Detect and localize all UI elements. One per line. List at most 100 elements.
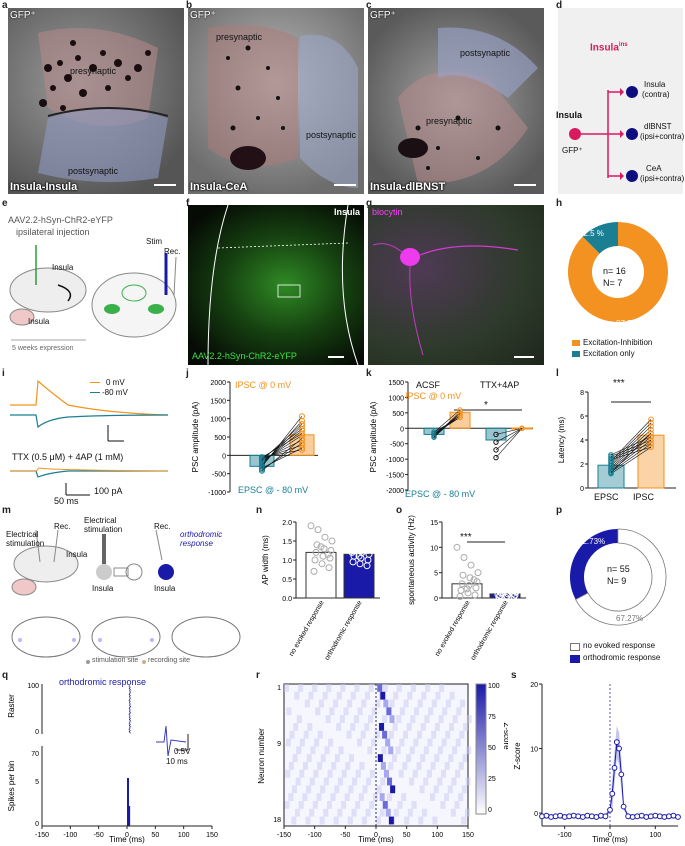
- heatmap-cell: [423, 777, 429, 786]
- target-name: CeA: [646, 164, 662, 173]
- ttx-label: TTX (0.5 μM) + 4AP (1 mM): [12, 452, 124, 462]
- y-tick-label: 1500: [210, 398, 226, 405]
- pair-line: [610, 419, 652, 462]
- heatmap-cell: [397, 801, 403, 809]
- heatmap-cell: [379, 723, 385, 731]
- y-tick-label: -1000: [386, 457, 404, 464]
- y-tick-label: 0.5: [282, 577, 292, 584]
- heatmap-cell: [463, 723, 469, 731]
- heatmap-cell: [289, 730, 295, 739]
- q-title: orthodromic response: [59, 677, 147, 687]
- heatmap-cell: [393, 808, 399, 817]
- heatmap-cell: [310, 746, 316, 755]
- data-point: [321, 533, 329, 541]
- heatmap-cell: [382, 684, 388, 692]
- y-tick-label: -500: [390, 442, 404, 449]
- heatmap-cell: [339, 715, 345, 723]
- stimulation-site-legend: stimulation site: [92, 657, 139, 664]
- heatmap-cell: [445, 730, 451, 739]
- data-point: [608, 452, 614, 458]
- heatmap-cell: [371, 707, 377, 716]
- heatmap-cell: [383, 699, 389, 708]
- data-point: [648, 420, 654, 426]
- heatmap-cell: [404, 816, 410, 825]
- data-point: [470, 576, 478, 584]
- chart-k: 1500 1000 500 0 -500 -1000 -1500 -2000 PSC ampli…: [369, 380, 533, 495]
- y-tick-label: 6: [580, 414, 584, 421]
- heatmap-cell: [444, 793, 450, 801]
- x-tick-label: no evoked response: [288, 599, 326, 657]
- heatmap-cell: [447, 785, 453, 794]
- response-label: response: [180, 539, 213, 548]
- insula-label-a: Insula: [92, 584, 114, 593]
- data-point: [561, 814, 568, 820]
- heatmap-cell: [284, 684, 289, 692]
- heatmap-cell: [380, 777, 386, 786]
- panel-letter-s: s: [511, 670, 517, 681]
- data-point: [648, 423, 654, 430]
- data-point: [648, 427, 654, 433]
- heatmap-cell: [414, 707, 420, 716]
- heatmap-cell: [427, 738, 433, 747]
- data-point: [539, 813, 545, 820]
- target-sub: (contra): [642, 90, 670, 99]
- chart-r: Neuron number 1 9 18 -150 -100 -50 0 50 100 150 Tim…: [258, 683, 508, 844]
- raster-spike: [129, 704, 131, 706]
- heatmap-cell: [315, 707, 321, 716]
- data-point: [493, 447, 499, 453]
- pct-label-small: 67.27%: [616, 614, 644, 623]
- legend-label: Excitation only: [583, 349, 635, 358]
- chart-n: 2.0 1.5 1.0 0.5 0.0 AP width (ms) no evoked re…: [261, 520, 380, 662]
- raster-spike: [129, 713, 131, 715]
- hist-bar: [128, 806, 131, 826]
- chart-o: 15 10 5 0 spontaneous activity (Hz) no evoked…: [407, 515, 526, 662]
- insula-label-1: Insula: [66, 550, 88, 559]
- pair-line: [433, 413, 461, 438]
- data-point: [348, 548, 356, 556]
- significance-star-l: ***: [613, 378, 625, 389]
- data-point: [366, 545, 374, 553]
- y-tick-label: -2000: [386, 488, 404, 495]
- raster-spike: [128, 714, 130, 716]
- heatmap-cell: [434, 723, 440, 731]
- data-point: [625, 813, 632, 820]
- data-point: [326, 554, 334, 562]
- data-point: [312, 548, 320, 556]
- data-point: [317, 543, 325, 551]
- heatmap-cell: [448, 754, 454, 762]
- presynaptic-label: presynaptic: [216, 32, 263, 42]
- x-tick-label: 50: [151, 832, 159, 839]
- raster-spike: [128, 716, 131, 718]
- heatmap-cell: [346, 730, 352, 739]
- data-point: [465, 581, 473, 589]
- raster-spike: [129, 715, 131, 717]
- colorbar-tick: 100: [488, 683, 500, 690]
- data-point: [648, 440, 654, 447]
- data-point: [652, 812, 659, 819]
- heatmap-cell: [424, 715, 430, 723]
- injection-schematic: AAV2.2-hSyn-ChR2-eYFP ipsilateral inject…: [6, 205, 184, 365]
- heatmap-cell: [288, 793, 294, 801]
- heatmap-cell: [329, 707, 335, 716]
- colorbar-tick: 75: [488, 714, 496, 721]
- y-tick-label: 10: [430, 545, 438, 552]
- ipsc-label-k: IPSC @ 0 mV: [405, 391, 462, 401]
- target-dot: [626, 86, 638, 98]
- data-point: [493, 431, 499, 438]
- heatmap-cell: [344, 793, 350, 801]
- heatmap-cell: [399, 707, 405, 716]
- heatmap-cell: [452, 715, 458, 723]
- y-tick-label: 0: [534, 811, 538, 818]
- y-tick-label: 5: [35, 779, 39, 786]
- legend-minus80mv: -80 mV: [102, 388, 128, 397]
- raster-spike: [129, 701, 131, 703]
- data-point: [471, 591, 479, 599]
- heatmap-cell: [406, 754, 412, 762]
- y-tick-label: 1500: [388, 380, 404, 387]
- projection-schematic: Insulains Insula GFP⁺ Insula (contra) dl…: [556, 8, 684, 194]
- data-point: [661, 814, 668, 820]
- pair-line: [261, 449, 303, 458]
- data-point: [548, 814, 554, 820]
- raster-spike: [128, 728, 130, 730]
- heatmap-cell: [364, 723, 370, 731]
